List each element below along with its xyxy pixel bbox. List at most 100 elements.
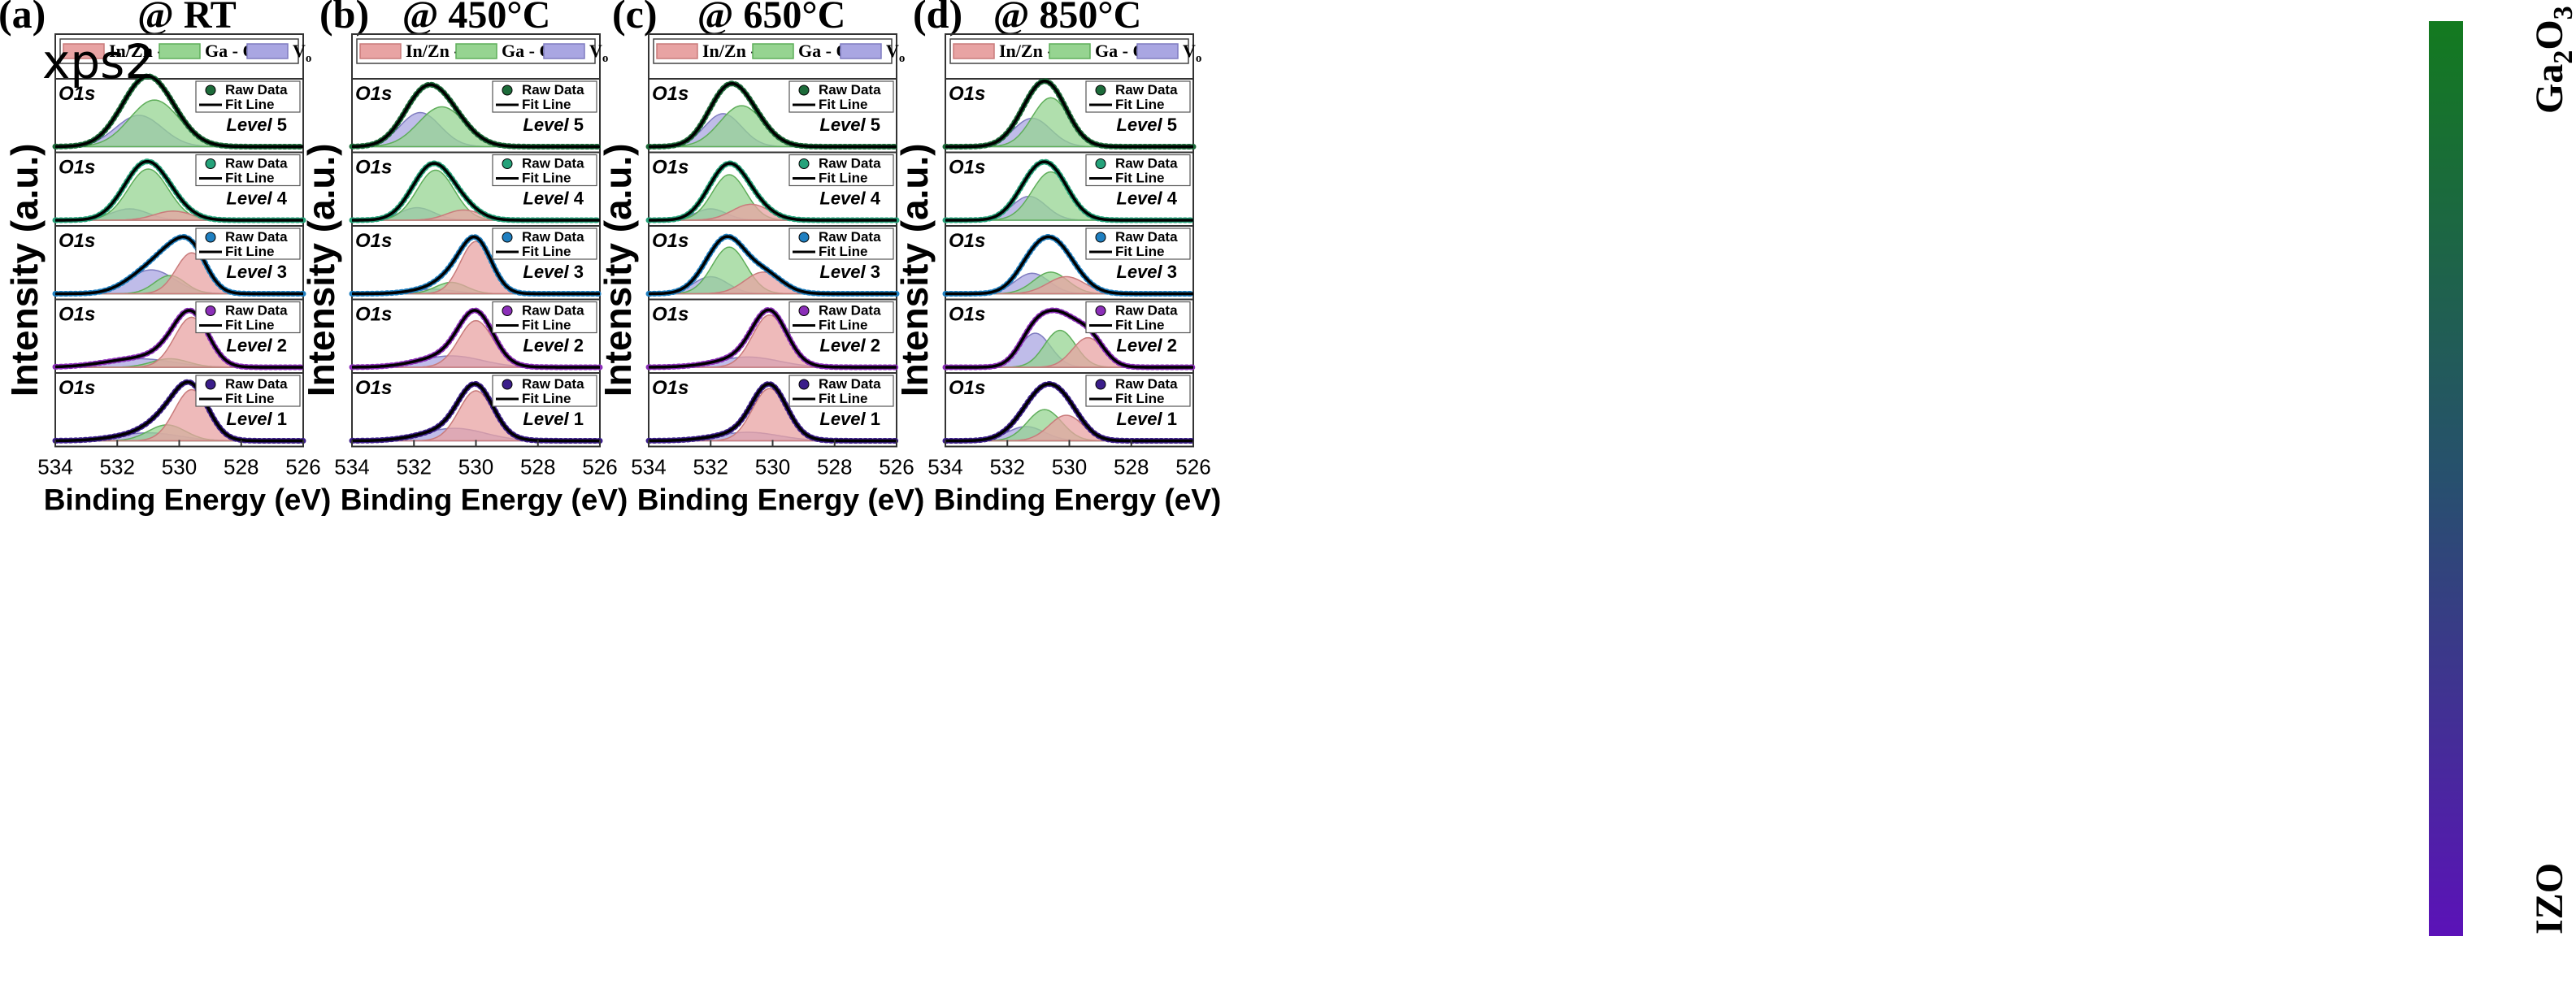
legend-swatch-in-zn-o <box>656 43 698 59</box>
x-tick-label: 534 <box>334 455 369 479</box>
raw-data-marker <box>798 158 810 169</box>
raw-data-label: Raw Data <box>225 229 288 245</box>
raw-data-label: Raw Data <box>225 303 288 319</box>
level-label: Level 1 <box>819 409 880 429</box>
legend-swatch-in-zn-o <box>953 43 995 59</box>
x-axis-label: Binding Energy (eV) <box>934 483 1222 517</box>
legend-swatch-in-zn-o <box>63 43 105 59</box>
raw-data-label: Raw Data <box>522 229 584 245</box>
x-tick-label: 532 <box>990 455 1025 479</box>
level-label: Level 3 <box>1116 262 1177 282</box>
panel-title: @ 650°C <box>697 0 846 37</box>
level-label: Level 3 <box>523 262 584 282</box>
level-label: Level 4 <box>819 189 880 209</box>
fit-line <box>55 235 303 296</box>
fit-line-label: Fit Line <box>522 97 571 112</box>
peak-label: O1s <box>652 377 689 399</box>
raw-data-label: Raw Data <box>1115 303 1178 319</box>
fit-line-label: Fit Line <box>1115 391 1164 406</box>
raw-data-marker <box>1095 306 1106 316</box>
fit-line <box>945 235 1193 296</box>
fit-line-label: Fit Line <box>225 244 274 259</box>
raw-data-marker <box>205 379 216 390</box>
peak-label: O1s <box>355 83 392 105</box>
panel-title: @ RT <box>137 0 237 37</box>
peak-label: O1s <box>949 304 985 326</box>
x-axis-label: Binding Energy (eV) <box>341 483 628 517</box>
fit-line-label: Fit Line <box>225 171 274 186</box>
raw-data-label: Raw Data <box>522 156 584 171</box>
fit-line <box>352 382 600 443</box>
legend-swatch-vo <box>1136 43 1179 59</box>
raw-data-marker <box>502 306 513 316</box>
peak-label: O1s <box>59 304 95 326</box>
fit-line <box>352 162 600 222</box>
x-tick-label: 528 <box>817 455 852 479</box>
raw-data-label: Raw Data <box>819 376 881 392</box>
raw-data-marker <box>502 85 513 96</box>
peak-label: O1s <box>652 230 689 252</box>
raw-data-marker <box>502 232 513 243</box>
colorbar-top-label: Ga2O3 <box>2528 6 2576 114</box>
legend-swatch-in-zn-o <box>359 43 402 59</box>
fit-line <box>352 235 600 296</box>
peak-label: O1s <box>652 304 689 326</box>
fit-line-label: Fit Line <box>225 318 274 333</box>
raw-data-marker <box>798 306 810 316</box>
fit-line <box>649 82 897 149</box>
fit-line <box>945 80 1193 149</box>
fit-line-label: Fit Line <box>1115 97 1164 112</box>
level-label: Level 2 <box>1116 336 1177 356</box>
colorbar: Ga2O3 IZO <box>2429 6 2576 936</box>
fit-line-label: Fit Line <box>522 244 571 259</box>
y-axis-label: Intensity (a.u.) <box>300 143 342 397</box>
raw-data-label: Raw Data <box>819 156 881 171</box>
raw-data-label: Raw Data <box>819 303 881 319</box>
panel-letter: (d) <box>913 0 962 37</box>
legend-swatch-ga-o <box>752 43 794 59</box>
level-label: Level 3 <box>226 262 287 282</box>
x-tick-label: 526 <box>1175 455 1210 479</box>
x-tick-label: 534 <box>927 455 962 479</box>
fit-line-label: Fit Line <box>225 391 274 406</box>
legend-swatch-ga-o <box>159 43 201 59</box>
fit-line <box>352 83 600 149</box>
x-tick-label: 530 <box>755 455 790 479</box>
peak-label: O1s <box>59 157 95 179</box>
level-label: Level 4 <box>523 189 584 209</box>
x-tick-label: 532 <box>397 455 432 479</box>
component-legend: In/Zn - O Ga - O Vo <box>59 38 311 65</box>
colorbar-bar <box>2429 21 2463 936</box>
peak-label: O1s <box>949 230 985 252</box>
x-tick-label: 534 <box>37 455 72 479</box>
x-tick-label: 532 <box>693 455 728 479</box>
level-label: Level 1 <box>523 409 584 429</box>
x-tick-label: 526 <box>285 455 320 479</box>
peak-label: O1s <box>355 377 392 399</box>
fit-line <box>945 160 1193 222</box>
level-label: Level 5 <box>226 115 287 135</box>
raw-data-marker <box>1095 232 1106 243</box>
level-label: Level 3 <box>819 262 880 282</box>
fit-line-label: Fit Line <box>1115 171 1164 186</box>
fit-line <box>649 382 897 443</box>
